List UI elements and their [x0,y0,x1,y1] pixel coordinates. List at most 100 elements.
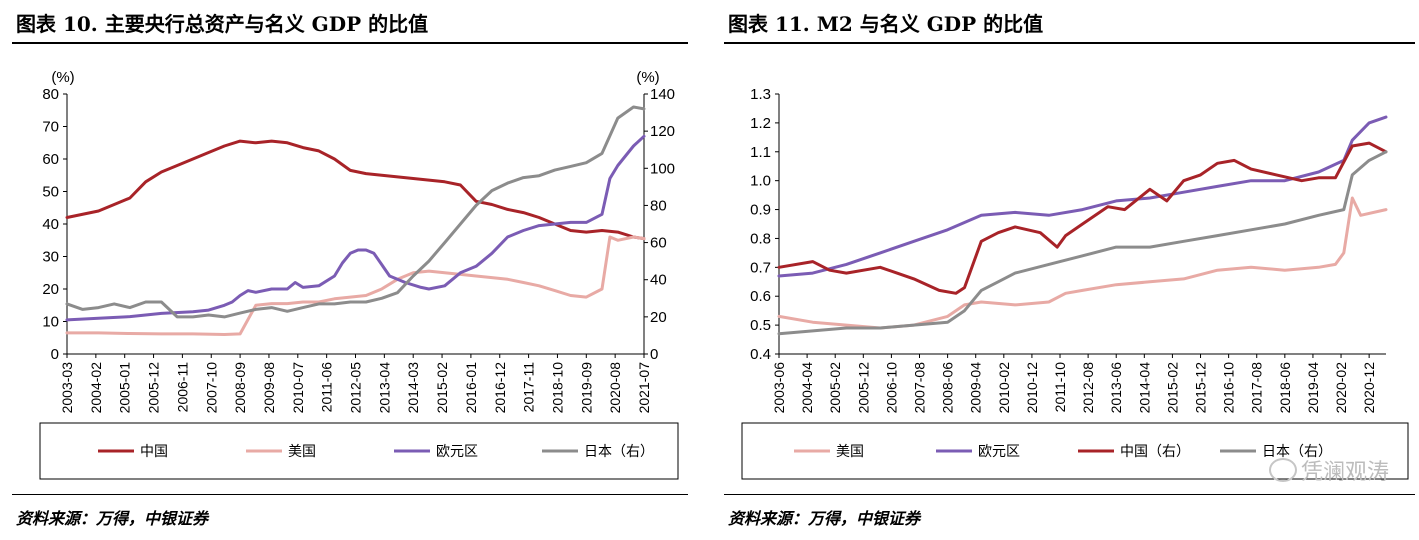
line-chart-m2-gdp: 0.4 0.5 0.6 0.7 0.8 0.9 1.0 1.1 1.2 1.3 2003-06 200… [741,86,1409,480]
y-tick-label-left: 60 [42,151,59,168]
title-rule [724,42,1415,44]
x-tick-label: 2005-02 [827,362,843,414]
series-line-3 [777,150,1388,336]
y-tick-label-left: 1.2 [750,115,771,132]
y-tick-label-left: 0.7 [750,259,771,276]
x-tick-label: 2020-02 [1333,362,1349,414]
series-line-2 [777,141,1388,295]
x-tick-label: 2005-01 [117,362,133,414]
x-tick-label: 2003-03 [59,362,75,414]
x-tick-label: 2013-06 [1108,362,1124,414]
series-line-1 [777,115,1388,278]
x-tick-label: 2021-07 [636,362,652,414]
chart-panel-left: 图表 10. 主要央行总资产与名义 GDP 的比值 0 10 20 30 40 50 60 7… [0,0,692,540]
x-tick-label: 2020-12 [1361,362,1377,414]
x-tick-label: 2018-06 [1277,362,1293,414]
legend-label-1: 欧元区 [978,444,1020,460]
x-tick-label: 2012-08 [1080,362,1096,414]
y-tick-label-left: 10 [42,314,59,331]
y-tick-label-right: 140 [650,86,675,103]
y-tick-label-left: 80 [42,86,59,103]
y-tick-label-right: 20 [650,309,667,326]
x-tick-label: 2003-06 [771,362,787,414]
x-tick-label: 2016-10 [1221,362,1237,414]
y-tick-label-left: 0.5 [750,317,771,334]
chart-panel-right: 图表 11. M2 与名义 GDP 的比值 0.4 0.5 0.6 0.7 0.8 0.9… [712,0,1419,540]
y-tick-label-left: 0 [51,346,59,363]
x-tick-label: 2010-12 [1024,362,1040,414]
y-tick-label-right: 120 [650,123,675,140]
x-tick-label: 2017-11 [521,362,537,413]
x-tick-label: 2015-02 [1164,362,1180,414]
x-tick-label: 2005-12 [855,362,871,414]
chart-title: 图表 11. M2 与名义 GDP 的比值 [728,12,1044,36]
x-tick-label: 2019-09 [578,362,594,414]
footer-rule [724,494,1415,495]
y-tick-label-left: 50 [42,184,59,201]
x-tick-label: 2006-10 [883,362,899,414]
chart-title: 图表 10. 主要央行总资产与名义 GDP 的比值 [16,12,429,36]
watermark: 凭澜观涛 [1268,454,1389,486]
y-tick-label-right: 0 [650,346,658,363]
legend-label-2: 欧元区 [436,444,478,460]
legend-label-0: 中国 [140,444,168,460]
y-tick-label-left: 0.4 [750,346,771,363]
x-tick-label: 2018-10 [549,362,565,414]
x-tick-label: 2008-09 [232,362,248,414]
legend [39,422,679,480]
watermark-text: 凭澜观涛 [1300,460,1389,485]
y-tick-label-left: 30 [42,249,59,266]
x-tick-label: 2012-05 [348,362,364,414]
x-tick-label: 2009-04 [968,362,984,414]
y-tick-label-left: 0.8 [750,230,771,247]
x-tick-label: 2015-02 [434,362,450,414]
y-axis-unit-left: (%) [51,69,74,86]
y-axis-unit-right: (%) [636,69,659,86]
x-tick-label: 2019-04 [1305,362,1321,414]
y-tick-label-left: 20 [42,281,59,298]
x-tick-label: 2011-06 [319,362,335,413]
x-tick-label: 2005-12 [146,362,162,414]
y-tick-label-left: 1.1 [750,144,771,161]
y-tick-label-right: 60 [650,235,667,252]
x-tick-label: 2004-04 [799,362,815,414]
x-tick-label: 2010-02 [996,362,1012,414]
y-tick-label-left: 70 [42,119,59,136]
y-tick-label-right: 80 [650,197,667,214]
y-tick-label-right: 40 [650,272,667,289]
legend-label-3: 日本（右） [1262,444,1332,460]
source-note: 资料来源：万得，中银证券 [728,509,921,528]
legend-label-1: 美国 [288,444,316,460]
x-tick-label: 2016-12 [492,362,508,414]
y-tick-label-left: 0.6 [750,288,771,305]
x-tick-label: 2007-08 [912,362,928,414]
y-tick-label-left: 0.9 [750,202,771,219]
y-tick-label-left: 40 [42,216,59,233]
y-tick-label-left: 1.0 [750,173,771,190]
legend-label-2: 中国（右） [1120,444,1190,460]
x-tick-label: 2008-06 [940,362,956,414]
legend-label-3: 日本（右） [584,444,654,460]
footer-rule [12,494,688,495]
x-tick-label: 2007-10 [203,362,219,414]
x-tick-label: 2010-07 [290,362,306,414]
series-line-3 [65,105,646,319]
legend [741,422,1409,480]
y-tick-label-right: 100 [650,160,675,177]
series-line-2 [65,134,646,322]
x-tick-label: 2015-12 [1193,362,1209,414]
x-tick-label: 2011-10 [1052,362,1068,413]
y-tick-label-left: 1.3 [750,86,771,103]
source-note: 资料来源：万得，中银证券 [16,509,209,528]
series-line-1 [65,235,646,336]
x-tick-label: 2009-08 [261,362,277,414]
title-rule [12,42,688,44]
x-tick-label: 2014-04 [1136,362,1152,414]
x-tick-label: 2014-03 [405,362,421,414]
wechat-icon [1268,458,1297,482]
legend-label-0: 美国 [836,444,864,460]
x-tick-label: 2020-08 [607,362,623,414]
x-tick-label: 2017-08 [1249,362,1265,414]
series-line-0 [777,196,1388,330]
